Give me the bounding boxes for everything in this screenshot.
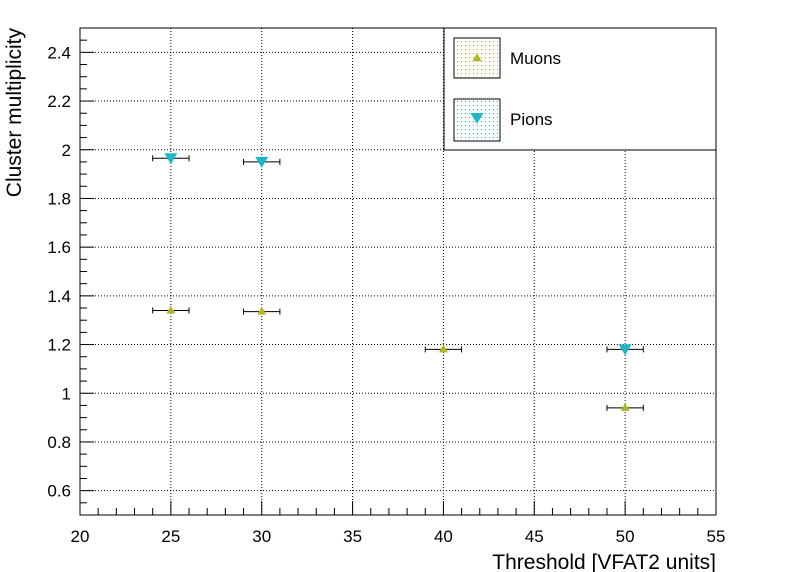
- legend-entry-muons: Muons: [453, 37, 561, 79]
- x-tick-label: 40: [434, 527, 453, 546]
- y-tick-label: 2.2: [47, 92, 71, 111]
- legend-label-pions: Pions: [510, 110, 553, 129]
- y-tick-label: 2: [62, 141, 71, 160]
- x-tick-label: 50: [616, 527, 635, 546]
- x-tick-label: 35: [343, 527, 362, 546]
- data-point-muons: [620, 402, 630, 411]
- data-point-pions: [164, 153, 178, 165]
- x-tick-label: 45: [525, 527, 544, 546]
- y-tick-label: 2.4: [47, 43, 71, 62]
- y-tick-label: 1.4: [47, 287, 71, 306]
- data-point-muons: [257, 306, 267, 315]
- y-tick-label: 0.6: [47, 482, 71, 501]
- x-tick-label: 20: [71, 527, 90, 546]
- legend-entry-pions: Pions: [453, 98, 553, 142]
- y-axis-title: Cluster multiplicity: [3, 28, 26, 198]
- y-tick-label: 1.2: [47, 336, 71, 355]
- y-tick-label: 1.8: [47, 189, 71, 208]
- tick-labels: 20 25 30 35 40 45 50 55 0.6 0.8 1 1.2 1.4 1.6 1.8 2 2.2 2…: [47, 43, 725, 546]
- data-points: [152, 153, 644, 411]
- x-axis-title: Threshold [VFAT2 units]: [492, 551, 716, 572]
- legend-marker-muons: [472, 53, 482, 61]
- legend-label-muons: Muons: [510, 49, 561, 68]
- x-tick-label: 55: [707, 527, 726, 546]
- legend: Muons Pions: [443, 27, 717, 151]
- axis-ticks: [79, 27, 717, 516]
- data-point-muons: [166, 305, 176, 314]
- data-point-muons: [438, 344, 448, 353]
- y-tick-label: 1: [62, 384, 71, 403]
- legend-marker-pions: [470, 113, 484, 124]
- y-tick-label: 1.6: [47, 238, 71, 257]
- x-tick-label: 25: [161, 527, 180, 546]
- data-point-pions: [618, 344, 632, 356]
- y-tick-label: 0.8: [47, 433, 71, 452]
- x-tick-label: 30: [252, 527, 271, 546]
- data-point-pions: [255, 156, 269, 168]
